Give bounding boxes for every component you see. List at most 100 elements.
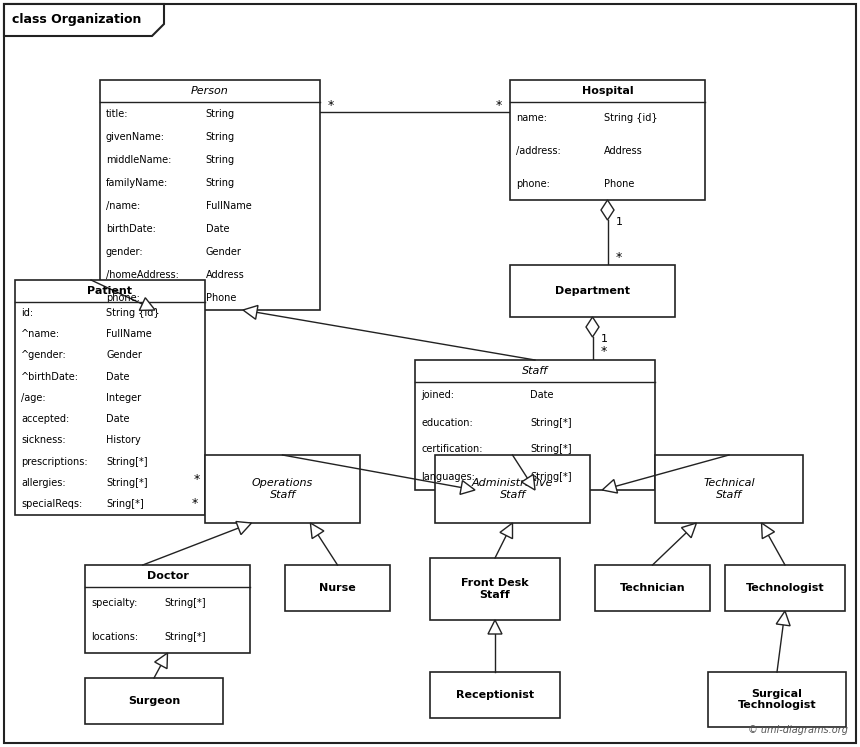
Text: familyName:: familyName: [106, 178, 169, 188]
Text: FullName: FullName [206, 201, 251, 211]
Text: String: String [206, 131, 235, 142]
Text: middleName:: middleName: [106, 155, 171, 165]
Text: allergies:: allergies: [21, 478, 65, 488]
Bar [430, 558, 560, 620]
Text: String[*]: String[*] [164, 631, 206, 642]
Text: ^name:: ^name: [21, 329, 60, 339]
Text: *: * [194, 473, 200, 486]
Text: Person: Person [191, 86, 229, 96]
Text: Integer: Integer [106, 393, 141, 403]
Text: specialty:: specialty: [91, 598, 138, 609]
Text: Address: Address [206, 270, 244, 280]
Text: Administrative
Staff: Administrative Staff [472, 478, 553, 500]
Bar [430, 672, 560, 718]
Text: Hospital: Hospital [581, 86, 633, 96]
Text: String[*]: String[*] [531, 418, 572, 427]
Polygon shape [602, 480, 617, 493]
Text: ^birthDate:: ^birthDate: [21, 371, 79, 382]
Text: accepted:: accepted: [21, 414, 70, 424]
Text: History: History [106, 436, 141, 445]
Text: /age:: /age: [21, 393, 46, 403]
Text: givenName:: givenName: [106, 131, 165, 142]
Text: Department: Department [555, 286, 630, 296]
Text: String {id}: String {id} [604, 114, 657, 123]
Text: Technologist: Technologist [746, 583, 825, 593]
Text: Nurse: Nurse [319, 583, 356, 593]
Text: Address: Address [604, 146, 642, 156]
Polygon shape [586, 317, 599, 337]
Polygon shape [460, 480, 475, 495]
Bar [100, 80, 320, 310]
Polygon shape [681, 523, 697, 538]
Bar [435, 455, 590, 523]
Bar [725, 565, 845, 611]
Bar [285, 565, 390, 611]
Text: Patient: Patient [88, 286, 132, 296]
Text: 1: 1 [600, 334, 607, 344]
Text: birthDate:: birthDate: [106, 224, 156, 234]
Text: /homeAddress:: /homeAddress: [106, 270, 179, 280]
Bar [510, 80, 705, 200]
Text: class Organization: class Organization [12, 13, 141, 26]
Text: 1: 1 [616, 217, 623, 227]
Text: Date: Date [106, 414, 130, 424]
Text: Date: Date [206, 224, 229, 234]
Text: Technician: Technician [620, 583, 685, 593]
Text: locations:: locations: [91, 631, 138, 642]
Text: gender:: gender: [106, 247, 144, 257]
Text: ^gender:: ^gender: [21, 350, 67, 360]
Bar [205, 455, 360, 523]
Text: *: * [616, 250, 622, 264]
Text: *: * [328, 99, 335, 113]
Text: title:: title: [106, 108, 128, 119]
Text: *: * [192, 497, 199, 509]
Bar [85, 678, 223, 724]
Polygon shape [777, 611, 790, 626]
Text: String[*]: String[*] [531, 444, 572, 454]
Text: Surgeon: Surgeon [128, 696, 180, 706]
Text: String[*]: String[*] [106, 478, 148, 488]
Polygon shape [521, 474, 535, 490]
Text: Gender: Gender [106, 350, 142, 360]
Text: phone:: phone: [106, 294, 140, 303]
Text: Sring[*]: Sring[*] [106, 499, 144, 509]
Text: © uml-diagrams.org: © uml-diagrams.org [748, 725, 848, 735]
Polygon shape [310, 523, 324, 539]
Polygon shape [155, 653, 168, 669]
Text: /name:: /name: [106, 201, 140, 211]
Polygon shape [488, 620, 502, 634]
Text: String: String [206, 108, 235, 119]
Bar [15, 280, 205, 515]
Text: FullName: FullName [106, 329, 152, 339]
Text: phone:: phone: [516, 179, 550, 189]
Text: *: * [495, 99, 502, 113]
Text: String: String [206, 178, 235, 188]
Polygon shape [4, 4, 164, 36]
Bar [595, 565, 710, 611]
Text: Surgical
Technologist: Surgical Technologist [738, 689, 816, 710]
Text: specialReqs:: specialReqs: [21, 499, 83, 509]
Text: Phone: Phone [604, 179, 634, 189]
Text: String[*]: String[*] [164, 598, 206, 609]
Text: /address:: /address: [516, 146, 561, 156]
Text: prescriptions:: prescriptions: [21, 456, 88, 467]
Polygon shape [139, 298, 155, 311]
Bar [708, 672, 846, 727]
Text: sickness:: sickness: [21, 436, 65, 445]
Polygon shape [236, 521, 251, 535]
Text: Gender: Gender [206, 247, 242, 257]
Text: Doctor: Doctor [146, 571, 188, 581]
Text: Front Desk
Staff: Front Desk Staff [461, 578, 529, 600]
Text: joined:: joined: [421, 391, 454, 400]
Text: Technical
Staff: Technical Staff [703, 478, 755, 500]
Text: Operations
Staff: Operations Staff [252, 478, 313, 500]
Text: String[*]: String[*] [106, 456, 148, 467]
Bar [655, 455, 803, 523]
Text: String {id}: String {id} [106, 308, 160, 317]
Text: Receptionist: Receptionist [456, 690, 534, 700]
Text: Date: Date [106, 371, 130, 382]
Polygon shape [762, 523, 775, 539]
Text: Phone: Phone [206, 294, 236, 303]
Bar [85, 565, 250, 653]
Polygon shape [243, 306, 258, 319]
